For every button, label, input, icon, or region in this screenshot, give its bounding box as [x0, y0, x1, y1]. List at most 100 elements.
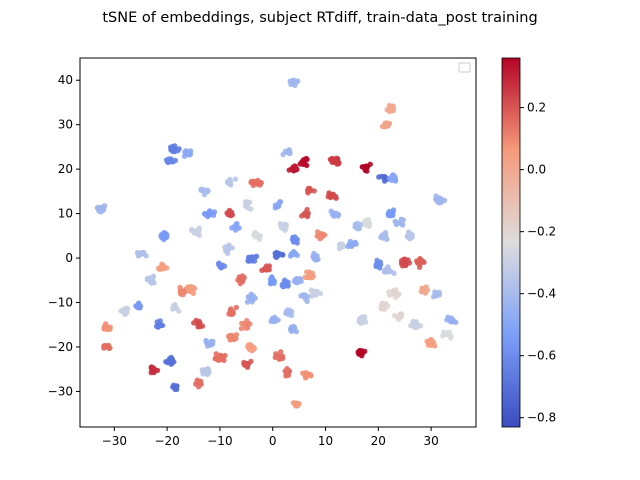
scatter-point	[283, 373, 289, 379]
scatter-point	[419, 258, 426, 264]
scatter-point	[161, 235, 167, 241]
y-tick-label: 30	[58, 118, 73, 132]
scatter-point	[176, 308, 182, 314]
y-tick-label: −10	[48, 296, 73, 310]
scatter-point	[198, 187, 204, 193]
scatter-point	[289, 251, 295, 257]
scatter-point	[251, 346, 257, 352]
scatter-point	[205, 367, 212, 373]
scatter-point	[253, 179, 259, 185]
scatter-point	[385, 121, 392, 128]
scatter-point	[409, 231, 415, 238]
colorbar-tick-label: −0.8	[527, 411, 556, 425]
scatter-point	[179, 288, 185, 294]
scatter-point	[283, 278, 289, 285]
scatter-point	[245, 361, 252, 367]
scatter-point	[338, 241, 344, 247]
scatter-point	[243, 199, 249, 205]
scatter-point	[298, 293, 304, 299]
empty-legend-box	[458, 62, 471, 73]
scatter-point	[433, 193, 439, 199]
scatter-point	[304, 294, 310, 300]
x-tick-label: 20	[371, 434, 386, 448]
scatter-point	[201, 191, 208, 198]
scatter-point	[387, 108, 393, 115]
scatter-point	[286, 369, 292, 375]
scatter-point	[189, 228, 195, 234]
scatter-point	[123, 305, 129, 311]
scatter-point	[215, 261, 222, 267]
scatter-point	[304, 156, 310, 163]
scatter-point	[399, 216, 405, 223]
colorbar-axis: 0.2 0.0 −0.2 −0.4 −0.6 −0.8	[520, 101, 556, 425]
scatter-point	[196, 232, 203, 238]
scatter-point	[295, 401, 301, 408]
scatter-point	[101, 345, 107, 351]
scatter-point	[335, 213, 341, 219]
scatter-point	[402, 256, 408, 262]
scatter-point	[384, 269, 390, 275]
scatter-point	[237, 276, 243, 282]
scatter-point	[395, 316, 402, 322]
y-tick-label: 20	[58, 162, 73, 176]
scatter-point	[228, 332, 235, 338]
scatter-point	[225, 244, 231, 250]
scatter-point	[302, 274, 308, 280]
x-tick-label: 30	[423, 434, 438, 448]
colorbar-tick-label: −0.6	[527, 349, 556, 363]
scatter-point	[254, 234, 261, 240]
colorbar-tick-label: 0.2	[527, 101, 546, 115]
scatter-point	[328, 208, 334, 214]
scatter-point	[196, 225, 202, 231]
scatter-point	[347, 238, 354, 245]
scatter-point	[308, 187, 314, 194]
scatter-point	[137, 305, 143, 311]
colorbar-tick-label: −0.2	[527, 225, 556, 239]
scatter-point	[252, 229, 258, 236]
scatter-point	[312, 255, 319, 262]
scatter-point	[233, 221, 239, 227]
scatter-point	[386, 211, 393, 218]
scatter-point	[164, 358, 170, 364]
scatter-point	[250, 293, 257, 299]
scatter-point	[442, 330, 448, 337]
scatter-point	[304, 213, 311, 220]
scatter-point	[390, 289, 396, 296]
scatter-point	[154, 367, 161, 374]
scatter-point	[432, 289, 438, 295]
scatter-point	[377, 261, 384, 267]
scatter-point	[207, 341, 214, 347]
scatter-point	[278, 349, 284, 355]
scatter-point	[416, 264, 423, 270]
scatter-point	[306, 274, 312, 281]
scatter-point	[270, 276, 276, 283]
x-tick-label: 10	[318, 434, 333, 448]
scatter-point	[170, 306, 176, 312]
scatter-point	[202, 211, 208, 217]
scatter-point	[219, 353, 225, 360]
scatter-point	[225, 211, 231, 218]
scatter-point	[394, 219, 400, 226]
scatter-point	[225, 178, 231, 185]
scatter-point	[319, 234, 325, 240]
colorbar	[501, 57, 521, 428]
scatter-point	[353, 241, 359, 247]
scatter-point	[282, 227, 288, 233]
y-tick-label: 10	[58, 207, 73, 221]
scatter-point	[334, 161, 340, 167]
scatter-point	[329, 191, 335, 198]
scatter-point	[358, 319, 365, 326]
scatter-point	[234, 225, 240, 231]
scatter-point	[195, 379, 202, 385]
scatter-point	[427, 340, 434, 347]
scatter-point	[213, 355, 219, 362]
scatter-point	[453, 319, 459, 326]
scatter-point	[149, 366, 155, 373]
scatter-point	[446, 329, 452, 335]
scatter-point	[291, 278, 298, 285]
scatter-point	[229, 309, 235, 315]
scatter-point	[248, 206, 254, 212]
scatter-point	[258, 180, 264, 186]
scatter-point	[245, 321, 251, 327]
